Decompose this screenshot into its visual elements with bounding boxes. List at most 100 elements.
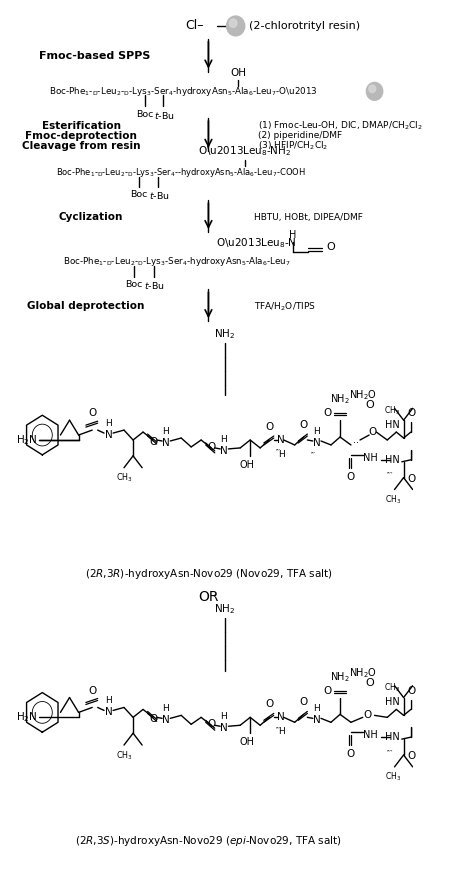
Text: O: O — [366, 678, 374, 687]
Text: O: O — [346, 472, 354, 481]
Text: O: O — [366, 400, 374, 410]
Text: Boc-Phe$_1$-$_\mathregular{D}$-Leu$_2$-$_\mathregular{D}$-Lys$_3$-Ser$_4$-hydrox: Boc-Phe$_1$-$_\mathregular{D}$-Leu$_2$-$… — [63, 255, 291, 268]
Text: H: H — [289, 230, 297, 240]
Text: O: O — [369, 427, 377, 437]
Text: H$_2$N: H$_2$N — [16, 710, 38, 724]
Circle shape — [227, 16, 245, 36]
Text: Cl–: Cl– — [185, 19, 204, 33]
Text: H: H — [278, 727, 284, 737]
Text: H$_2$N: H$_2$N — [16, 433, 38, 447]
Text: O: O — [346, 749, 354, 759]
Text: O: O — [408, 473, 416, 484]
Text: N: N — [313, 715, 320, 725]
Text: N: N — [277, 712, 285, 722]
Text: HN: HN — [385, 455, 400, 465]
Text: O: O — [408, 686, 416, 695]
Text: HN: HN — [385, 420, 400, 430]
Text: O\u2013Leu$_8$-N: O\u2013Leu$_8$-N — [216, 236, 297, 250]
Text: OH: OH — [230, 69, 247, 78]
Text: Boc: Boc — [136, 110, 153, 119]
Text: (2$R$,3$S$)-hydroxyAsn-Novo29 ($epi$-Novo29, TFA salt): (2$R$,3$S$)-hydroxyAsn-Novo29 ($epi$-Nov… — [75, 834, 342, 848]
Text: O: O — [300, 698, 308, 708]
Text: Boc: Boc — [125, 280, 143, 289]
Text: H: H — [220, 712, 227, 722]
Text: O: O — [265, 422, 273, 432]
Text: ′′′′: ′′′′ — [387, 749, 393, 755]
Text: O: O — [408, 408, 416, 418]
Text: ′′′: ′′′ — [311, 452, 316, 458]
Text: CH$_3$: CH$_3$ — [116, 472, 132, 484]
Text: NH$_2$: NH$_2$ — [330, 670, 350, 684]
Text: N: N — [277, 435, 285, 445]
Text: CH$_3$: CH$_3$ — [384, 404, 400, 417]
Text: ′′′′: ′′′′ — [387, 472, 393, 478]
Text: O: O — [149, 715, 157, 724]
Text: O: O — [323, 686, 332, 695]
Text: O: O — [88, 408, 96, 418]
Text: O: O — [149, 437, 157, 447]
Text: O\u2013Leu$_8$-NH$_2$: O\u2013Leu$_8$-NH$_2$ — [198, 144, 291, 158]
Text: O: O — [408, 751, 416, 761]
Text: OH: OH — [240, 737, 255, 747]
Text: N: N — [220, 446, 228, 456]
Text: H: H — [313, 427, 320, 436]
Text: Cyclization: Cyclization — [58, 212, 122, 222]
Text: CH$_3$: CH$_3$ — [384, 682, 400, 694]
Text: N: N — [313, 438, 320, 448]
Text: CH$_3$: CH$_3$ — [385, 771, 401, 783]
Text: Boc: Boc — [130, 190, 147, 200]
Text: O: O — [300, 420, 308, 430]
Text: N: N — [105, 708, 112, 717]
Text: O: O — [323, 408, 332, 418]
Text: NH: NH — [363, 453, 378, 463]
Text: H: H — [313, 704, 320, 714]
Text: Global deprotection: Global deprotection — [27, 301, 144, 312]
Text: (2$R$,3$R$)-hydroxyAsn-Novo29 (Novo29, TFA salt): (2$R$,3$R$)-hydroxyAsn-Novo29 (Novo29, T… — [85, 567, 332, 581]
Text: N: N — [162, 438, 170, 448]
Text: N: N — [162, 715, 170, 725]
Text: Boc-Phe$_1$-$_\mathregular{D}$-Leu$_2$-$_\mathregular{D}$-Lys$_3$-Ser$_4$-hydrox: Boc-Phe$_1$-$_\mathregular{D}$-Leu$_2$-$… — [50, 84, 318, 98]
Text: O: O — [265, 700, 273, 709]
Text: Cleavage from resin: Cleavage from resin — [22, 141, 140, 150]
Text: (3) HFIP/CH$_2$Cl$_2$: (3) HFIP/CH$_2$Cl$_2$ — [258, 140, 328, 152]
Text: N: N — [220, 723, 228, 733]
Text: (1) Fmoc-Leu-OH, DIC, DMAP/CH$_2$Cl$_2$: (1) Fmoc-Leu-OH, DIC, DMAP/CH$_2$Cl$_2$ — [258, 120, 423, 132]
Text: O: O — [207, 719, 215, 730]
Text: H: H — [162, 427, 169, 436]
Text: NH$_2$: NH$_2$ — [214, 603, 235, 616]
Text: H: H — [162, 704, 169, 714]
Text: NH$_2$: NH$_2$ — [330, 392, 350, 407]
Text: O: O — [326, 242, 335, 252]
Text: (2-chlorotrityl resin): (2-chlorotrityl resin) — [249, 21, 360, 31]
Text: NH$_2$: NH$_2$ — [214, 327, 235, 341]
Text: Fmoc-based SPPS: Fmoc-based SPPS — [39, 51, 151, 61]
Text: $t$-Bu: $t$-Bu — [144, 280, 164, 290]
Text: H: H — [105, 419, 112, 428]
Text: H: H — [220, 435, 227, 444]
Text: Fmoc-deprotection: Fmoc-deprotection — [25, 131, 137, 141]
Text: $t$-Bu: $t$-Bu — [149, 190, 170, 202]
Text: HN: HN — [385, 698, 400, 708]
Text: O: O — [207, 442, 215, 452]
Text: NH: NH — [363, 730, 378, 740]
Text: $t$-Bu: $t$-Bu — [153, 110, 174, 121]
Text: CH$_3$: CH$_3$ — [116, 749, 132, 761]
Text: ′′′: ′′′ — [276, 726, 281, 732]
Circle shape — [369, 85, 376, 92]
Text: Esterification: Esterification — [42, 121, 121, 131]
Text: Boc-Phe$_1$-$_\mathregular{D}$-Leu$_2$-$_\mathregular{D}$-Lys$_3$-Ser$_4$--hydro: Boc-Phe$_1$-$_\mathregular{D}$-Leu$_2$-$… — [56, 166, 306, 179]
Text: O: O — [363, 710, 371, 721]
Text: OH: OH — [240, 460, 255, 470]
Text: N: N — [105, 430, 112, 440]
Text: ′′′: ′′′ — [276, 449, 281, 455]
Text: NH$_2$O: NH$_2$O — [349, 389, 377, 402]
Text: O: O — [88, 686, 96, 695]
Text: H: H — [278, 450, 284, 458]
Text: HBTU, HOBt, DIPEA/DMF: HBTU, HOBt, DIPEA/DMF — [254, 213, 363, 222]
Circle shape — [366, 83, 382, 100]
Text: CH$_3$: CH$_3$ — [385, 494, 401, 506]
Text: TFA/H$_2$O/TIPS: TFA/H$_2$O/TIPS — [254, 300, 315, 312]
Text: OR: OR — [198, 590, 219, 604]
Text: HN: HN — [385, 732, 400, 742]
Circle shape — [230, 19, 237, 27]
